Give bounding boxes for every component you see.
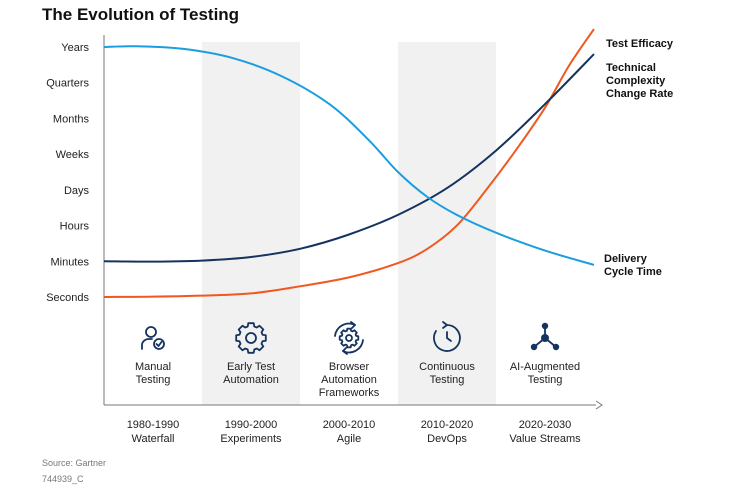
x-tick-label: Waterfall <box>132 433 175 445</box>
phase-label-3: Continuous Testing <box>419 361 475 386</box>
y-tick-label: Days <box>64 185 90 197</box>
source-note: Source: Gartner <box>42 458 106 468</box>
y-tick-label: Seconds <box>46 292 89 304</box>
x-tick-label: DevOps <box>427 433 467 445</box>
y-tick-label: Years <box>61 42 89 54</box>
era-band-1 <box>202 42 300 405</box>
x-tick-period: 2010-2020 <box>421 419 474 431</box>
gear-icon <box>235 322 267 354</box>
person-check-icon <box>141 326 165 350</box>
x-tick-period: 2000-2010 <box>323 419 376 431</box>
x-tick-period: 1990-2000 <box>225 419 278 431</box>
x-tick-label: Value Streams <box>509 433 581 445</box>
phase-label-4: AI-Augmented Testing <box>510 361 580 386</box>
gear-cycle-icon <box>334 321 364 355</box>
x-tick-label: Experiments <box>220 433 282 445</box>
chart-title: The Evolution of Testing <box>42 5 239 24</box>
series-line-2 <box>103 45 595 266</box>
figure-code: 744939_C <box>42 474 84 484</box>
series-label-1: Technical Complexity Change Rate <box>606 62 673 100</box>
phase-label-1: Early Test Automation <box>223 361 279 386</box>
x-axis-arrow <box>595 400 603 410</box>
series-line-0 <box>103 28 595 298</box>
series-label-2: Delivery Cycle Time <box>604 253 662 278</box>
series-line-1 <box>103 53 595 263</box>
continuous-cycle-icon <box>433 321 461 352</box>
x-tick-period: 1980-1990 <box>127 419 180 431</box>
network-nodes-icon <box>530 322 560 351</box>
y-tick-label: Quarters <box>46 78 89 90</box>
y-tick-label: Weeks <box>56 149 90 161</box>
y-tick-label: Hours <box>60 221 90 233</box>
series-label-0: Test Efficacy <box>606 38 674 50</box>
x-tick-label: Agile <box>337 433 361 445</box>
phase-label-2: Browser Automation Frameworks <box>319 361 380 399</box>
phase-label-0: Manual Testing <box>135 361 171 386</box>
x-tick-period: 2020-2030 <box>519 419 572 431</box>
y-tick-label: Minutes <box>50 256 89 268</box>
y-tick-label: Months <box>53 113 90 125</box>
era-band-3 <box>398 42 496 405</box>
